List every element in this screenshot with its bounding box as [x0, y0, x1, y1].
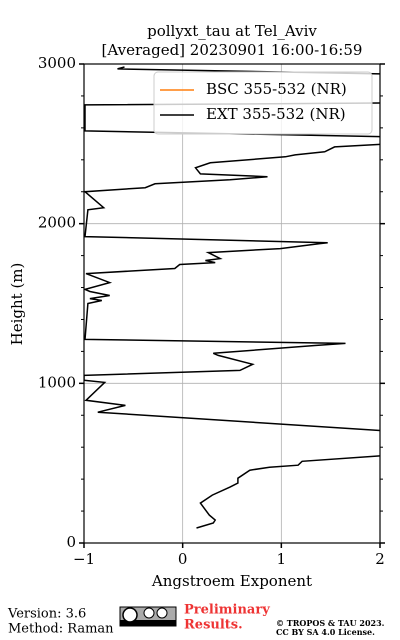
y-tick-label: 2000	[38, 214, 76, 232]
y-tick-label: 1000	[38, 373, 76, 391]
x-axis-label: Angstroem Exponent	[151, 572, 312, 590]
x-tick-label: 1	[277, 550, 287, 568]
legend-box	[153, 71, 373, 135]
cc-badge	[119, 606, 177, 627]
chart-subtitle: [Averaged] 20230901 16:00-16:59	[102, 41, 363, 59]
x-tick-label: −1	[73, 550, 95, 568]
legend-label: BSC 355-532 (NR)	[206, 80, 347, 98]
x-tick-label: 0	[178, 550, 188, 568]
version: Version: 3.6	[7, 607, 86, 622]
y-tick-label: 3000	[38, 54, 76, 72]
data-line	[84, 66, 380, 529]
preliminary-notice: Preliminary	[184, 603, 270, 618]
y-axis-label: Height (m)	[8, 263, 26, 346]
preliminary-notice: Results.	[184, 618, 243, 633]
chart-title: pollyxt_tau at Tel_Aviv	[147, 22, 317, 40]
y-tick-label: 0	[66, 533, 76, 551]
copyright: CC BY SA 4.0 License.	[276, 627, 375, 637]
method: Method: Raman	[8, 622, 114, 637]
legend-label: EXT 355-532 (NR)	[206, 105, 346, 123]
plot-area	[84, 66, 380, 529]
x-tick-label: 2	[375, 550, 385, 568]
copyright: © TROPOS & TAU 2023.	[276, 618, 385, 628]
plot-frame	[83, 63, 381, 544]
